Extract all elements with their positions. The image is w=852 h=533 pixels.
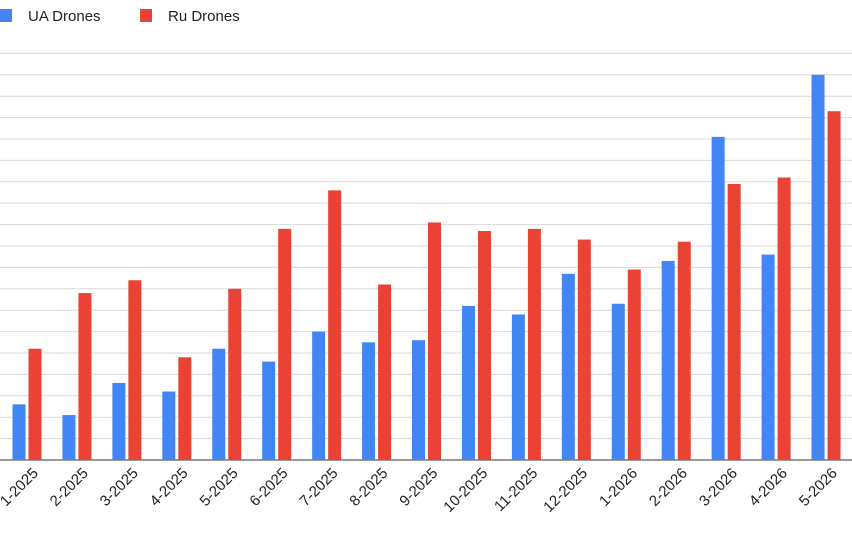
x-tick-label: 1-2025 — [0, 465, 42, 510]
x-tick-label: 3-2026 — [696, 465, 741, 510]
x-tick-label: 4-2026 — [746, 465, 791, 510]
x-tick-label: 8-2025 — [346, 465, 391, 510]
x-tick-label: 5-2026 — [796, 465, 841, 510]
legend-label: UA Drones — [28, 8, 101, 25]
bar — [711, 136, 725, 461]
x-tick-label: 5-2025 — [197, 465, 242, 510]
bar — [162, 391, 176, 460]
bar — [412, 340, 426, 460]
bar — [278, 228, 292, 460]
bar — [561, 273, 575, 460]
bar — [12, 404, 26, 460]
bar — [228, 288, 242, 460]
bar — [178, 357, 192, 460]
bar — [428, 222, 442, 460]
bar — [477, 231, 491, 460]
x-tick-label: 4-2025 — [147, 465, 192, 510]
x-tick-label: 11-2025 — [491, 465, 541, 515]
legend-swatch — [140, 9, 152, 22]
bar — [328, 190, 342, 461]
bar — [527, 228, 541, 460]
bar — [362, 342, 376, 460]
bar — [677, 241, 691, 460]
x-tick-label: 10-2025 — [440, 465, 491, 516]
x-tick-label: 9-2025 — [396, 465, 441, 510]
x-tick-label: 1-2026 — [596, 465, 641, 510]
bar — [827, 111, 841, 461]
bar — [461, 305, 475, 460]
bar — [78, 293, 92, 460]
bar — [378, 284, 392, 460]
bar — [511, 314, 525, 460]
bar — [727, 183, 741, 460]
bar — [28, 348, 42, 460]
bar — [62, 415, 76, 460]
bar — [112, 382, 126, 460]
bar — [577, 239, 591, 460]
x-tick-label: 2-2026 — [646, 465, 691, 510]
legend-label: Ru Drones — [168, 8, 240, 25]
x-tick-label: 3-2025 — [97, 465, 142, 510]
bar — [262, 361, 276, 460]
bar — [611, 303, 625, 460]
bar — [661, 260, 675, 460]
bar — [212, 348, 226, 460]
bar — [761, 254, 775, 460]
x-tick-label: 7-2025 — [296, 465, 341, 510]
x-tick-label: 2-2025 — [47, 465, 92, 510]
x-tick-label: 6-2025 — [246, 465, 291, 510]
x-tick-label: 12-2025 — [540, 465, 591, 516]
bar — [312, 331, 326, 460]
bar — [128, 280, 142, 460]
legend-swatch — [0, 9, 12, 22]
bar — [627, 269, 641, 460]
bar — [811, 74, 825, 461]
bar — [777, 177, 791, 460]
